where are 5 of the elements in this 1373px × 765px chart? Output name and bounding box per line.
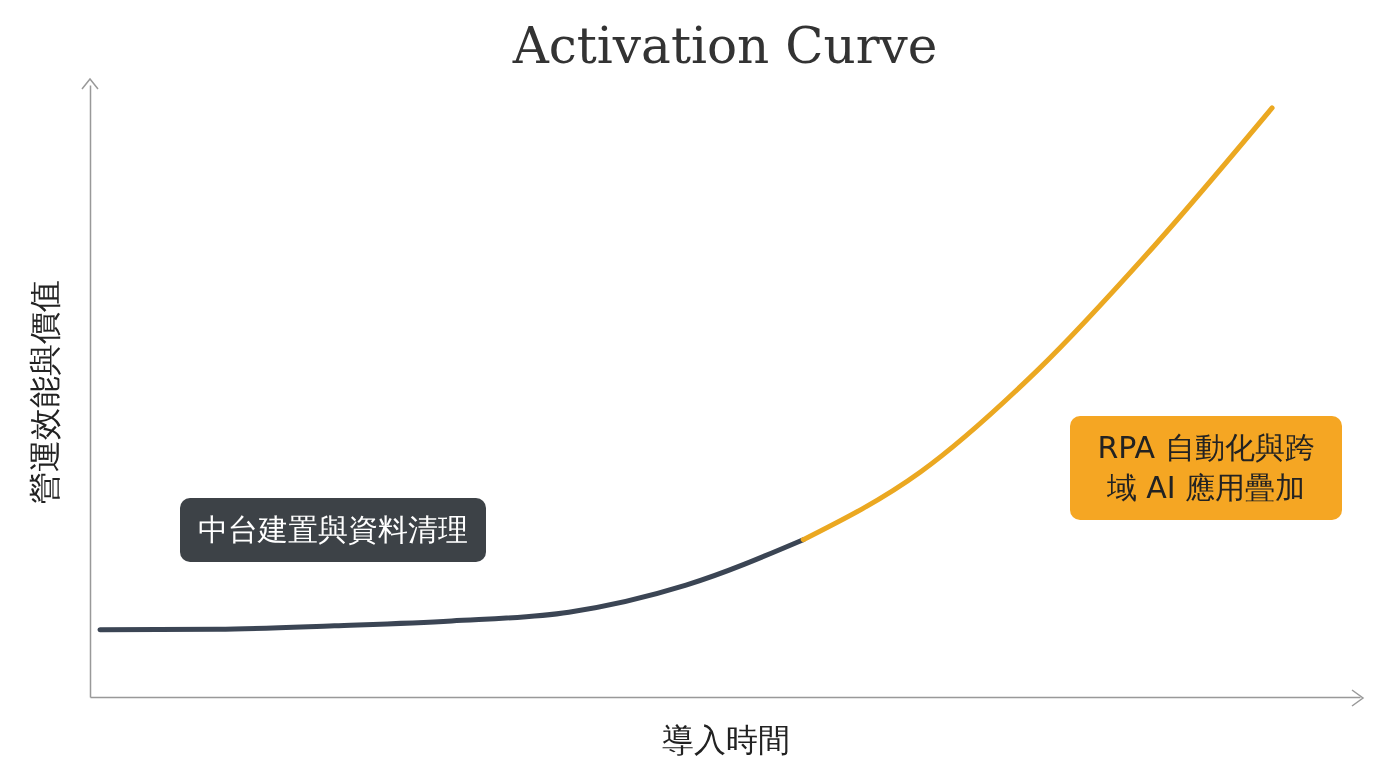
annotation: RPA 自動化與跨域 AI 應用疊加	[1070, 416, 1342, 520]
y-axis-title: 營運效能與價值	[25, 279, 64, 504]
chart-title: Activation Curve	[511, 17, 938, 75]
x-axis-title: 導入時間	[661, 720, 790, 759]
annotation: 中台建置與資料清理	[180, 498, 486, 562]
